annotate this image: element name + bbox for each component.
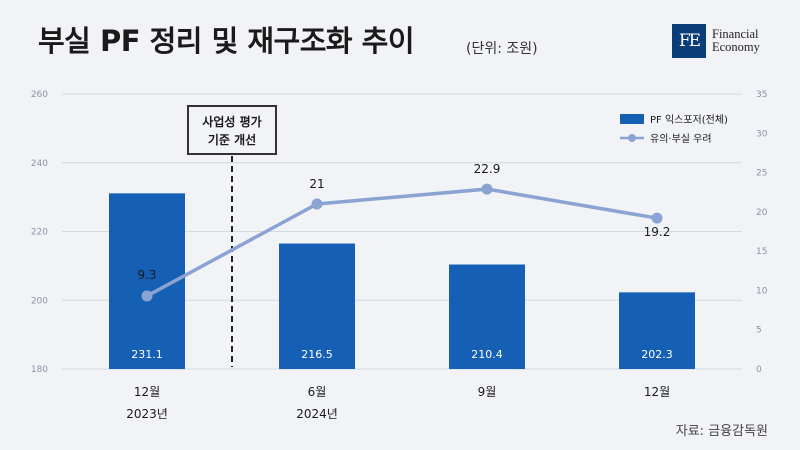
x-category-label: 6월: [308, 385, 327, 399]
x-year-label: 2023년: [126, 407, 168, 421]
right-tick-label: 15: [756, 247, 767, 257]
chart-title: 부실 PF 정리 및 재구조화 추이: [38, 24, 415, 58]
legend-bar-label: PF 익스포저(전체): [650, 114, 728, 126]
legend-line-marker: [628, 134, 636, 142]
bar-series: 231.1 216.5 210.4 202.3: [109, 193, 695, 369]
left-axis-ticks: 180 200 220 240 260: [31, 90, 48, 375]
x-category-label: 12월: [644, 385, 670, 399]
brand-logo: FE Financial Economy: [672, 24, 760, 58]
right-tick-label: 10: [756, 286, 768, 296]
bar-value-label: 216.5: [301, 348, 333, 361]
source-note: 자료: 금융감독원: [675, 424, 768, 439]
right-tick-label: 35: [756, 90, 767, 100]
x-year-label: 2024년: [296, 407, 338, 421]
left-tick-label: 240: [31, 159, 48, 169]
line-point: [311, 198, 323, 210]
annotation-line-1: 사업성 평가: [202, 114, 261, 129]
logo-text: Financial Economy: [712, 28, 760, 54]
right-tick-label: 30: [756, 129, 768, 139]
line-point: [651, 212, 663, 224]
left-tick-label: 220: [31, 228, 48, 238]
x-category-label: 12월: [134, 385, 160, 399]
bar: [279, 243, 355, 369]
line-point: [481, 183, 493, 195]
left-tick-label: 200: [31, 296, 48, 306]
line-path: [146, 187, 658, 298]
bar-value-label: 231.1: [131, 348, 163, 361]
x-category-label: 9월: [478, 385, 497, 399]
bar: [449, 264, 525, 369]
annotation-box: [187, 105, 277, 155]
legend: PF 익스포저(전체) 유의·부실 우려: [620, 114, 728, 145]
right-tick-label: 0: [756, 365, 762, 375]
left-tick-label: 180: [31, 365, 48, 375]
logo-mark-icon: FE: [672, 24, 706, 58]
left-tick-label: 260: [31, 90, 48, 100]
x-axis-labels: 12월 2023년 6월 2024년 9월 12월: [126, 385, 670, 421]
line-value-label: 22.9: [474, 162, 501, 176]
right-tick-label: 25: [756, 169, 767, 179]
line-value-label: 9.3: [137, 268, 156, 282]
line-point: [141, 290, 153, 302]
legend-line-label: 유의·부실 우려: [650, 133, 712, 145]
bar-value-label: 210.4: [471, 348, 503, 361]
right-axis-ticks: 0 5 10 15 20 25 30 35: [756, 90, 768, 375]
line-series: 9.3 21 22.9 19.2: [137, 162, 671, 302]
annotation-group: 사업성 평가 기준 개선: [187, 105, 277, 367]
line-value-label: 19.2: [644, 225, 671, 239]
bar: [619, 292, 695, 369]
bar-value-label: 202.3: [641, 348, 673, 361]
unit-label: (단위: 조원): [466, 41, 538, 57]
logo-line-2: Economy: [712, 40, 760, 54]
logo-line-1: Financial: [712, 27, 759, 41]
right-tick-label: 5: [756, 326, 762, 336]
annotation-line-2: 기준 개선: [208, 132, 256, 147]
line-value-label: 21: [309, 177, 324, 191]
right-tick-label: 20: [756, 208, 768, 218]
legend-bar-swatch: [620, 114, 644, 124]
